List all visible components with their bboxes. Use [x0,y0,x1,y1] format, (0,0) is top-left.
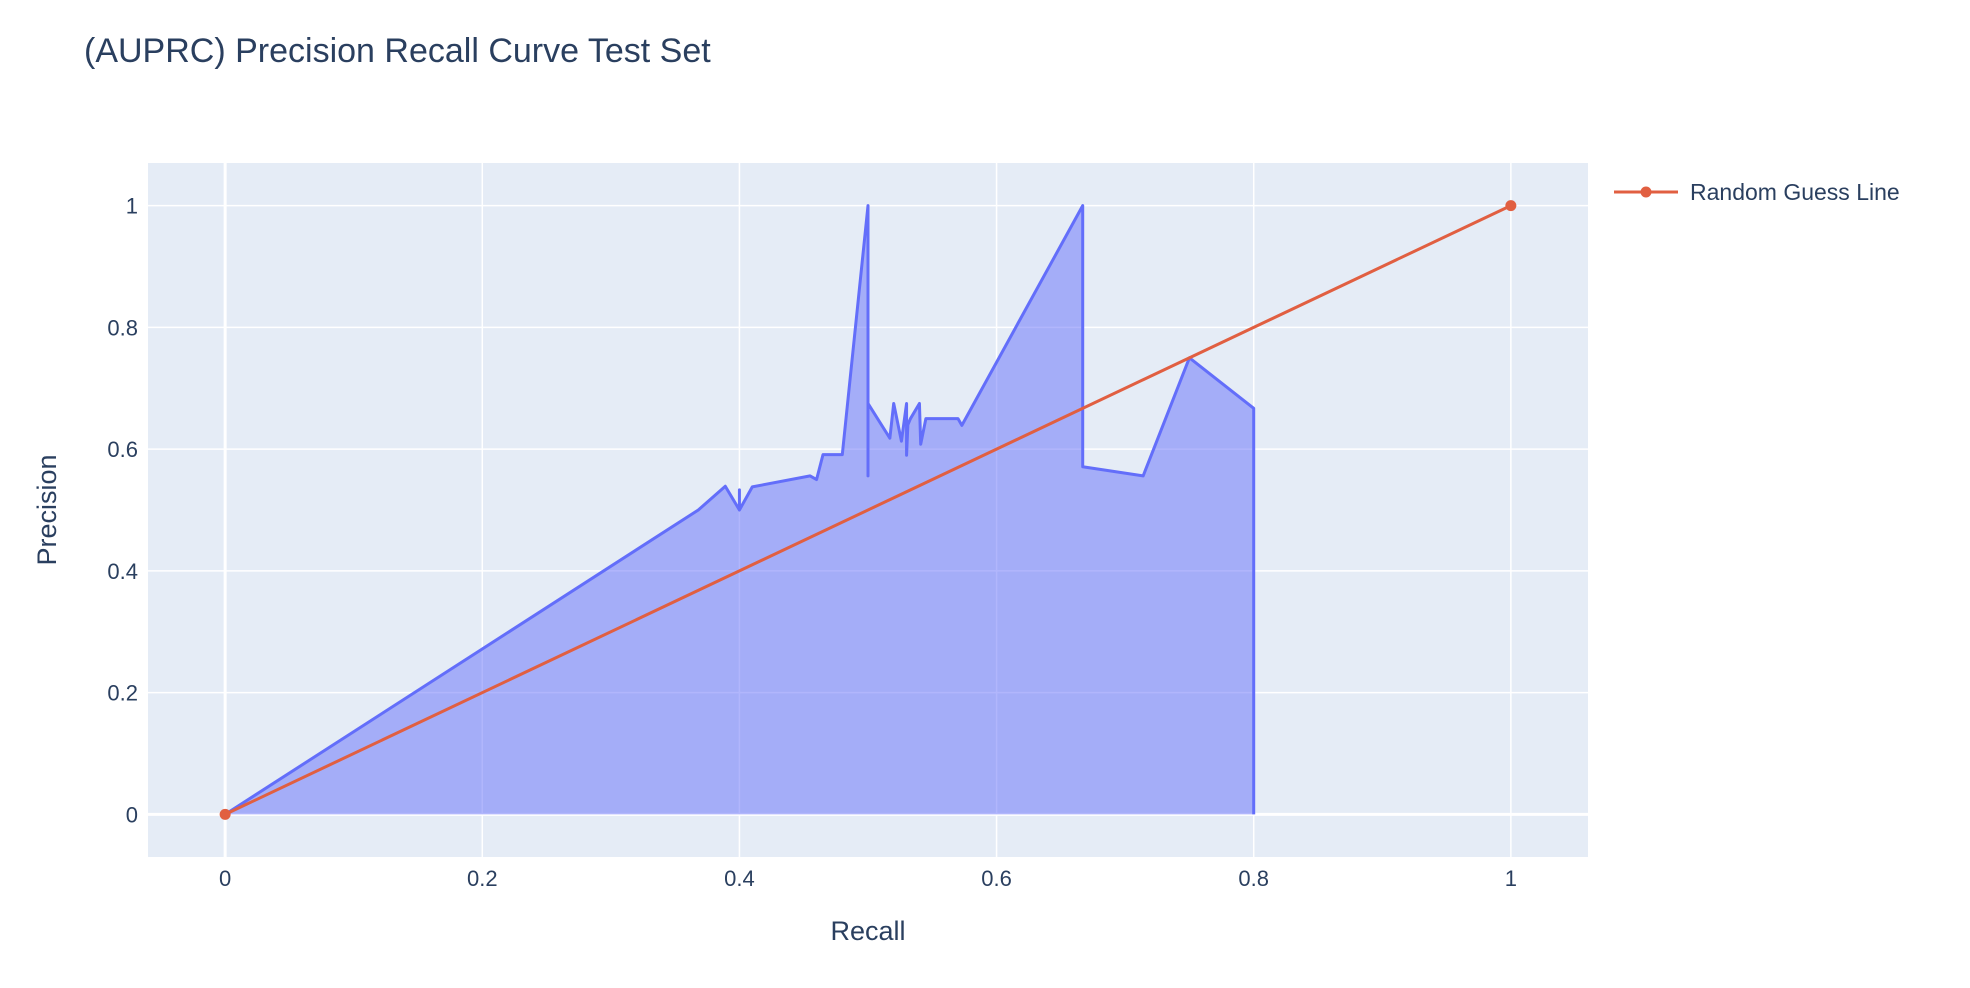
y-axis-title: Precision [32,454,62,565]
x-tick-label: 0.6 [981,866,1012,891]
x-axis-title: Recall [830,916,905,946]
x-tick-label: 0.2 [467,866,498,891]
x-tick-label: 0 [219,866,231,891]
y-tick-label: 0.6 [107,437,138,462]
x-tick-label: 1 [1505,866,1517,891]
legend[interactable]: Random Guess Line [1614,179,1900,205]
series-layer [219,200,1517,820]
y-tick-label: 0.2 [107,681,138,706]
y-tick-label: 0.8 [107,315,138,340]
y-tick-label: 0 [126,802,138,827]
x-tick-labels: 0 0.2 0.4 0.6 0.8 1 [219,866,1517,891]
random-guess-point [1505,200,1517,212]
legend-item-random-guess[interactable]: Random Guess Line [1614,179,1900,205]
x-tick-label: 0.4 [724,866,755,891]
random-guess-point [219,808,231,820]
y-tick-label: 1 [126,194,138,219]
y-tick-label: 0.4 [107,559,138,584]
legend-label: Random Guess Line [1690,179,1900,205]
legend-marker-swatch [1640,186,1652,198]
pr-curve-line [224,204,1256,816]
random-guess-line [224,204,1512,816]
chart-title: (AUPRC) Precision Recall Curve Test Set [84,32,711,70]
x-tick-label: 0.8 [1238,866,1269,891]
y-tick-labels: 0 0.2 0.4 0.6 0.8 1 [107,194,138,828]
